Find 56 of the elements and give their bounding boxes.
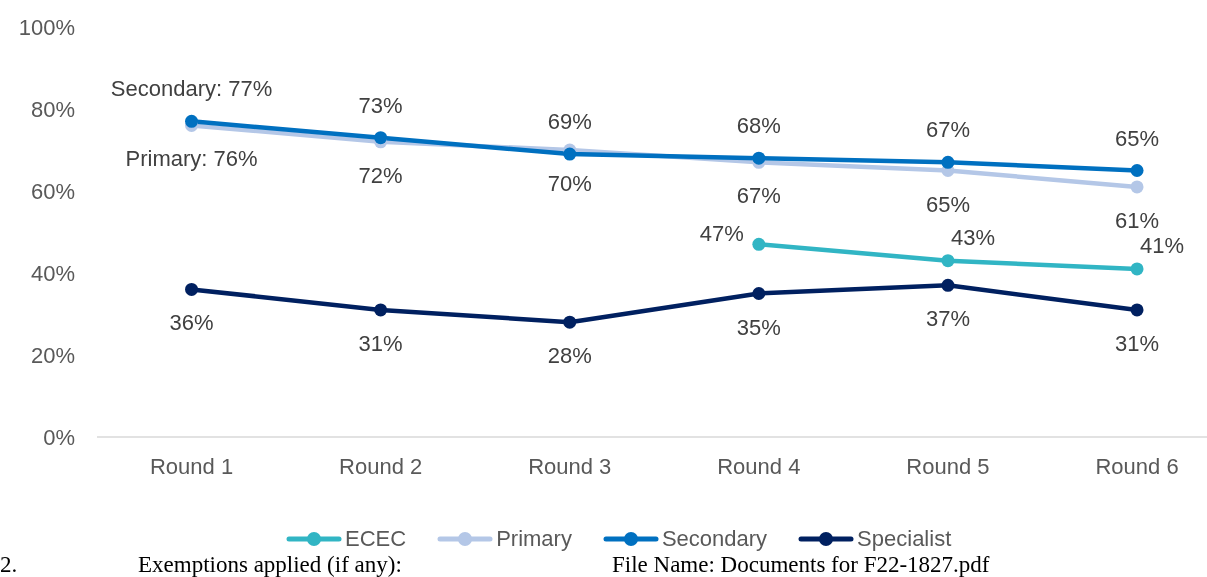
data-label: 28% bbox=[547, 342, 592, 368]
data-label: 31% bbox=[1115, 330, 1160, 356]
point bbox=[941, 155, 955, 169]
x-tick-label: Round 1 bbox=[149, 453, 234, 479]
data-label: Primary: 76% bbox=[125, 145, 258, 171]
point bbox=[1130, 164, 1144, 177]
data-label: 67% bbox=[736, 182, 781, 208]
data-label: 41% bbox=[1140, 232, 1185, 258]
data-label: 31% bbox=[358, 330, 403, 356]
point bbox=[374, 131, 388, 145]
data-label: 47% bbox=[699, 220, 744, 246]
data-label: 37% bbox=[925, 305, 970, 331]
point bbox=[563, 147, 577, 161]
point bbox=[941, 254, 955, 268]
data-label: Secondary: 77% bbox=[110, 75, 273, 101]
point bbox=[752, 287, 766, 300]
y-tick-label: 80% bbox=[30, 96, 75, 122]
data-label: 65% bbox=[1115, 125, 1160, 150]
data-label: 69% bbox=[547, 108, 592, 134]
point bbox=[1130, 262, 1144, 276]
data-label: 72% bbox=[358, 162, 403, 188]
y-tick-label: 20% bbox=[30, 342, 75, 368]
y-tick-label: 40% bbox=[30, 260, 75, 286]
data-label: 70% bbox=[547, 170, 592, 196]
legend-label: Specialist bbox=[857, 526, 952, 552]
legend-label: Secondary bbox=[661, 526, 768, 552]
data-label: 43% bbox=[950, 224, 995, 250]
x-tick-label: Round 6 bbox=[1095, 453, 1179, 479]
text: 2. bbox=[0, 552, 18, 577]
point bbox=[374, 303, 388, 317]
data-label: 35% bbox=[736, 314, 781, 339]
y-tick-label: 0% bbox=[43, 424, 75, 450]
x-tick-label: Round 3 bbox=[528, 453, 612, 479]
x-tick-label: Round 5 bbox=[906, 453, 990, 479]
point bbox=[752, 237, 766, 251]
point bbox=[752, 151, 766, 165]
point bbox=[185, 114, 199, 128]
point bbox=[941, 278, 955, 292]
point bbox=[563, 315, 577, 329]
data-label: 68% bbox=[736, 112, 781, 138]
x-tick-label: Round 4 bbox=[717, 453, 801, 479]
data-label: 65% bbox=[925, 191, 970, 216]
data-label: 36% bbox=[169, 309, 214, 335]
y-tick-label: 60% bbox=[30, 178, 75, 204]
y-tick-label: 100% bbox=[18, 14, 75, 40]
text: Exemptions applied (if any): bbox=[138, 552, 402, 577]
text: File Name: Documents for F22-1827.pdf bbox=[612, 552, 990, 577]
point bbox=[185, 282, 199, 296]
data-label: 67% bbox=[925, 116, 970, 142]
x-tick-label: Round 2 bbox=[339, 453, 423, 479]
legend-label: ECEC bbox=[345, 526, 407, 552]
data-label: 73% bbox=[358, 92, 403, 118]
data-label: 61% bbox=[1115, 207, 1160, 233]
legend-label: Primary bbox=[496, 526, 572, 552]
point bbox=[1130, 180, 1144, 194]
point bbox=[1130, 303, 1144, 317]
